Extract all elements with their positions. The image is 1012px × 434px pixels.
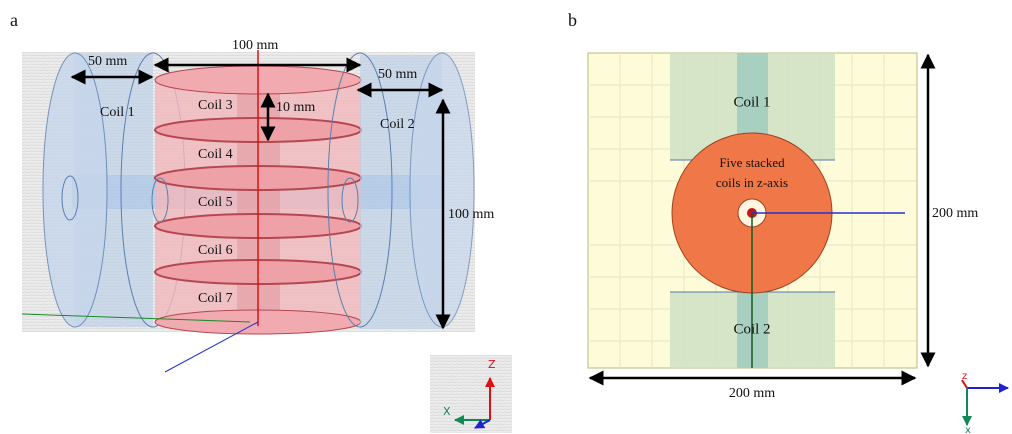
coil-label: Coil 2: [380, 117, 415, 132]
dimension: 200 mm: [729, 386, 775, 401]
coil-label: Coil 7: [198, 291, 233, 306]
dimension: 200 mm: [932, 206, 978, 221]
coil-label: Coil 6: [198, 243, 233, 258]
dimension: 100 mm: [232, 38, 278, 53]
note: coils in z-axis: [716, 175, 788, 190]
axis-label: Z: [488, 358, 496, 371]
panel-label: a: [10, 10, 18, 30]
note: Five stacked: [719, 155, 785, 170]
axis-label: x: [965, 425, 971, 434]
coil-label: Coil 1: [733, 94, 770, 110]
dimension: 10 mm: [276, 100, 315, 115]
dimension: 50 mm: [378, 67, 417, 82]
dimension: 50 mm: [88, 54, 127, 69]
coil-label: Coil 2: [733, 321, 770, 337]
panel-b: Coil 1 Coil 2 Five stacked coils in z-ax…: [588, 53, 1008, 434]
coil-label: Coil 1: [100, 105, 135, 120]
axis-label: X: [443, 405, 451, 418]
figure: a 50 mm 100 mm 50 mm 10 mm 100 mm Coil 1…: [0, 0, 1012, 434]
coil-label: Coil 3: [198, 98, 233, 113]
panel-a: 50 mm 100 mm 50 mm 10 mm 100 mm Coil 1 C…: [22, 38, 512, 433]
panel-label: b: [568, 10, 577, 30]
dimension: 100 mm: [448, 207, 494, 222]
coil-label: Coil 4: [198, 147, 233, 162]
axis-label: z: [962, 371, 967, 382]
coil-label: Coil 5: [198, 195, 233, 210]
